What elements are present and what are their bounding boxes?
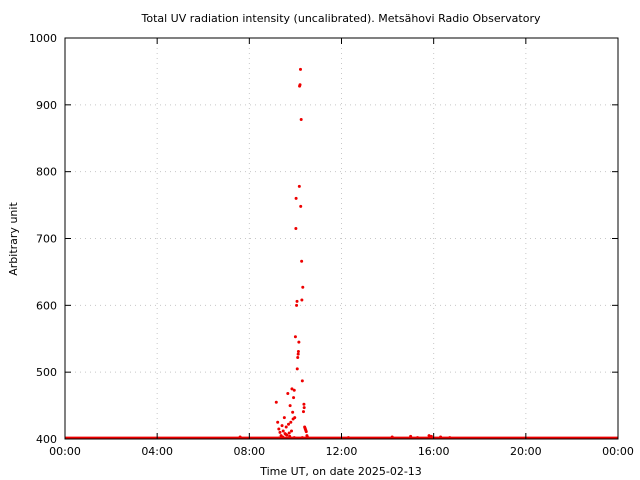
data-point bbox=[439, 435, 443, 439]
data-point bbox=[300, 379, 304, 383]
data-point bbox=[409, 434, 413, 438]
y-tick-label: 400 bbox=[36, 433, 57, 446]
y-tick-label: 900 bbox=[36, 99, 57, 112]
data-point bbox=[280, 424, 284, 428]
data-point bbox=[429, 434, 433, 438]
y-tick-label: 1000 bbox=[29, 32, 57, 45]
data-point bbox=[284, 425, 288, 429]
data-point bbox=[291, 410, 295, 414]
y-axis-label: Arbitrary unit bbox=[7, 202, 20, 276]
data-point bbox=[295, 367, 299, 371]
data-point bbox=[281, 435, 285, 439]
x-tick-label: 00:00 bbox=[602, 445, 634, 458]
data-point bbox=[298, 83, 302, 87]
data-point bbox=[289, 429, 293, 433]
data-point bbox=[238, 435, 242, 439]
data-point bbox=[295, 303, 299, 307]
data-point bbox=[288, 434, 292, 438]
data-point bbox=[294, 196, 298, 200]
data-point bbox=[287, 431, 291, 435]
data-point bbox=[300, 436, 304, 440]
x-tick-label: 00:00 bbox=[49, 445, 81, 458]
data-point bbox=[297, 184, 301, 188]
x-tick-label: 16:00 bbox=[418, 445, 450, 458]
data-point bbox=[297, 340, 301, 344]
x-tick-label: 12:00 bbox=[326, 445, 358, 458]
chart-title: Total UV radiation intensity (uncalibrat… bbox=[141, 12, 541, 25]
data-point bbox=[288, 404, 292, 408]
data-point bbox=[300, 259, 304, 263]
data-point bbox=[295, 299, 299, 303]
data-point bbox=[290, 387, 294, 391]
data-point bbox=[416, 436, 420, 440]
data-point bbox=[427, 434, 431, 438]
data-point bbox=[302, 406, 306, 410]
data-point bbox=[390, 435, 394, 439]
data-point bbox=[346, 436, 350, 440]
data-point bbox=[293, 335, 297, 339]
y-tick-label: 600 bbox=[36, 299, 57, 312]
y-tick-label: 700 bbox=[36, 233, 57, 246]
data-point bbox=[281, 429, 285, 433]
data-point bbox=[296, 349, 300, 353]
data-point bbox=[277, 427, 281, 431]
data-point bbox=[448, 436, 452, 440]
data-point bbox=[299, 118, 303, 122]
data-point bbox=[299, 204, 303, 208]
data-point bbox=[300, 298, 304, 302]
data-point bbox=[287, 422, 291, 426]
grid-lines bbox=[65, 38, 618, 439]
axis-ticks: 00:00 04:00 08:00 12:00 16:00 20:00 00:0040050… bbox=[29, 32, 634, 458]
data-point bbox=[282, 416, 286, 420]
data-point bbox=[284, 432, 288, 436]
data-point bbox=[294, 226, 298, 230]
data-point bbox=[289, 420, 293, 424]
data-point bbox=[292, 436, 296, 440]
data-point bbox=[304, 430, 308, 434]
y-tick-label: 800 bbox=[36, 166, 57, 179]
x-tick-label: 08:00 bbox=[233, 445, 265, 458]
data-point bbox=[292, 396, 296, 400]
data-point bbox=[286, 392, 290, 396]
data-point bbox=[298, 67, 302, 71]
data-point bbox=[274, 400, 278, 404]
data-point bbox=[292, 388, 296, 392]
data-point bbox=[301, 410, 305, 414]
data-point bbox=[296, 355, 300, 359]
data-point bbox=[276, 420, 280, 424]
x-tick-label: 04:00 bbox=[141, 445, 173, 458]
data-point bbox=[278, 430, 282, 434]
data-point bbox=[293, 416, 297, 420]
data-point bbox=[302, 402, 306, 406]
y-tick-label: 500 bbox=[36, 366, 57, 379]
x-tick-label: 20:00 bbox=[510, 445, 542, 458]
data-point bbox=[301, 285, 305, 289]
x-axis-label: Time UT, on date 2025-02-13 bbox=[259, 465, 422, 478]
data-point bbox=[296, 352, 300, 356]
data-point bbox=[305, 435, 309, 439]
